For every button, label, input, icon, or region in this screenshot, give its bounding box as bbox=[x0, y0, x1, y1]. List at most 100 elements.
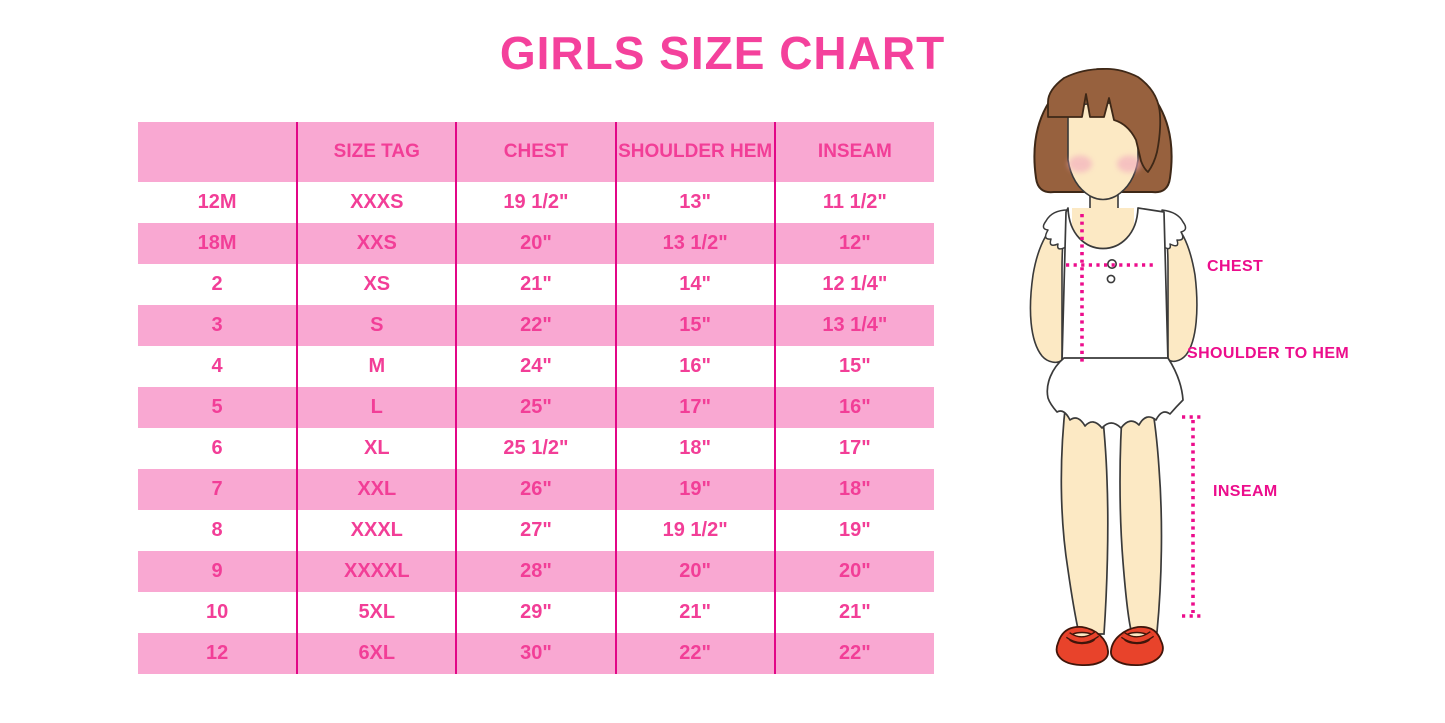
table-cell: S bbox=[296, 305, 457, 346]
table-row: 8 XXXL 27" 19 1/2" 19" bbox=[138, 510, 934, 551]
table-cell: 30" bbox=[455, 633, 616, 674]
right-leg bbox=[1119, 399, 1163, 635]
skirt bbox=[1046, 357, 1184, 429]
table-cell: 9 bbox=[138, 551, 298, 592]
table-row: 9 XXXXL 28" 20" 20" bbox=[138, 551, 934, 592]
table-cell: 5 bbox=[138, 387, 298, 428]
left-shoe bbox=[1055, 626, 1109, 666]
table-cell: 21" bbox=[773, 592, 934, 633]
table-cell: 18" bbox=[773, 469, 934, 510]
table-cell: 14" bbox=[614, 264, 775, 305]
table-cell: L bbox=[296, 387, 457, 428]
table-cell: XXXXL bbox=[296, 551, 457, 592]
table-cell: 20" bbox=[455, 223, 616, 264]
right-ruffle bbox=[1161, 209, 1187, 250]
measurement-diagram: CHEST SHOULDER TO HEM INSEAM bbox=[990, 60, 1420, 685]
col-header-size bbox=[138, 122, 298, 182]
size-table-header-row: SIZE TAG CHEST SHOULDER HEM INSEAM bbox=[138, 122, 934, 182]
left-leg bbox=[1060, 399, 1109, 635]
table-cell: 4 bbox=[138, 346, 298, 387]
table-cell: M bbox=[296, 346, 457, 387]
table-cell: 13" bbox=[614, 182, 775, 223]
table-cell: XXXL bbox=[296, 510, 457, 551]
col-header-shoulder-hem: SHOULDER HEM bbox=[614, 122, 775, 182]
blush-left bbox=[1068, 155, 1092, 173]
table-cell: 21" bbox=[614, 592, 775, 633]
table-cell: 21" bbox=[455, 264, 616, 305]
table-cell: 24" bbox=[455, 346, 616, 387]
chest-label: CHEST bbox=[1207, 258, 1263, 275]
inseam-label: INSEAM bbox=[1213, 483, 1278, 500]
table-cell: 2 bbox=[138, 264, 298, 305]
girl-illustration bbox=[1029, 67, 1198, 666]
table-row: 6 XL 25 1/2" 18" 17" bbox=[138, 428, 934, 469]
col-header-size-tag: SIZE TAG bbox=[296, 122, 457, 182]
table-row: 12M XXXS 19 1/2" 13" 11 1/2" bbox=[138, 182, 934, 223]
table-row: 10 5XL 29" 21" 21" bbox=[138, 592, 934, 633]
col-header-chest: CHEST bbox=[455, 122, 616, 182]
table-row: 12 6XL 30" 22" 22" bbox=[138, 633, 934, 674]
measurement-lines bbox=[1066, 214, 1204, 618]
table-cell: 6XL bbox=[296, 633, 457, 674]
table-cell: 3 bbox=[138, 305, 298, 346]
col-header-inseam: INSEAM bbox=[773, 122, 934, 182]
table-cell: XL bbox=[296, 428, 457, 469]
table-cell: XS bbox=[296, 264, 457, 305]
table-cell: 16" bbox=[614, 346, 775, 387]
table-row: 3 S 22" 15" 13 1/4" bbox=[138, 305, 934, 346]
right-shoe bbox=[1110, 626, 1164, 666]
table-cell: 13 1/2" bbox=[614, 223, 775, 264]
size-table-body: 12M XXXS 19 1/2" 13" 11 1/2" 18M XXS 20" 13 1/2"… bbox=[138, 182, 934, 674]
blush-right bbox=[1117, 155, 1141, 173]
table-cell: XXS bbox=[296, 223, 457, 264]
table-cell: 20" bbox=[614, 551, 775, 592]
chest-skin bbox=[1072, 208, 1134, 249]
table-cell: 8 bbox=[138, 510, 298, 551]
table-row: 2 XS 21" 14" 12 1/4" bbox=[138, 264, 934, 305]
table-cell: XXL bbox=[296, 469, 457, 510]
table-row: 7 XXL 26" 19" 18" bbox=[138, 469, 934, 510]
table-cell: XXXS bbox=[296, 182, 457, 223]
table-row: 4 M 24" 16" 15" bbox=[138, 346, 934, 387]
table-cell: 10 bbox=[138, 592, 298, 633]
table-cell: 12M bbox=[138, 182, 298, 223]
table-cell: 19" bbox=[614, 469, 775, 510]
table-cell: 26" bbox=[455, 469, 616, 510]
table-cell: 27" bbox=[455, 510, 616, 551]
bangs bbox=[1047, 68, 1162, 173]
right-arm bbox=[1162, 216, 1198, 363]
table-row: 5 L 25" 17" 16" bbox=[138, 387, 934, 428]
table-cell: 15" bbox=[614, 305, 775, 346]
table-cell: 12 bbox=[138, 633, 298, 674]
bodice bbox=[1061, 207, 1169, 363]
table-cell: 13 1/4" bbox=[773, 305, 934, 346]
table-cell: 7 bbox=[138, 469, 298, 510]
table-cell: 16" bbox=[773, 387, 934, 428]
table-cell: 5XL bbox=[296, 592, 457, 633]
left-ruffle bbox=[1042, 209, 1069, 250]
left-arm bbox=[1029, 216, 1068, 364]
table-cell: 20" bbox=[773, 551, 934, 592]
table-cell: 11 1/2" bbox=[773, 182, 934, 223]
table-cell: 18M bbox=[138, 223, 298, 264]
size-table: SIZE TAG CHEST SHOULDER HEM INSEAM 12M XXXS 1… bbox=[138, 122, 934, 674]
table-cell: 6 bbox=[138, 428, 298, 469]
table-cell: 18" bbox=[614, 428, 775, 469]
table-cell: 29" bbox=[455, 592, 616, 633]
table-cell: 15" bbox=[773, 346, 934, 387]
table-cell: 12" bbox=[773, 223, 934, 264]
table-cell: 19 1/2" bbox=[455, 182, 616, 223]
table-cell: 17" bbox=[773, 428, 934, 469]
table-cell: 28" bbox=[455, 551, 616, 592]
table-cell: 25" bbox=[455, 387, 616, 428]
table-cell: 22" bbox=[455, 305, 616, 346]
table-cell: 25 1/2" bbox=[455, 428, 616, 469]
table-cell: 22" bbox=[614, 633, 775, 674]
table-cell: 19" bbox=[773, 510, 934, 551]
table-cell: 12 1/4" bbox=[773, 264, 934, 305]
table-cell: 22" bbox=[773, 633, 934, 674]
table-cell: 17" bbox=[614, 387, 775, 428]
page-title: GIRLS SIZE CHART bbox=[499, 27, 946, 79]
top-button-2 bbox=[1106, 274, 1116, 284]
